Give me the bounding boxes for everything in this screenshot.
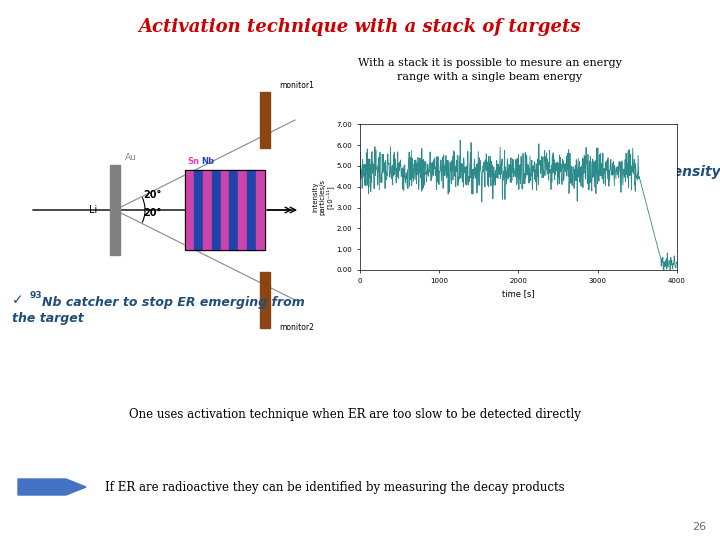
Bar [238,170,247,250]
Bar [247,170,256,250]
Y-axis label: intensity
particles/s
[10⁻¹¹]: intensity particles/s [10⁻¹¹] [312,179,334,215]
Bar [260,92,270,148]
Text: Li: Li [89,205,97,215]
Text: the target: the target [12,312,84,325]
Text: monitor2: monitor2 [279,323,314,332]
Text: Nb: Nb [201,157,214,166]
FancyArrow shape [18,479,86,495]
Text: Au: Au [125,153,137,162]
Text: With a stack it is possible to mesure an energy: With a stack it is possible to mesure an… [358,58,622,68]
Text: Activation technique with a stack of targets: Activation technique with a stack of tar… [139,18,581,36]
X-axis label: time [s]: time [s] [502,289,535,298]
Text: 20°: 20° [143,208,161,218]
Text: Nb catcher to stop ER emerging from: Nb catcher to stop ER emerging from [42,296,305,309]
Bar [194,170,203,250]
Bar [185,170,265,250]
Text: monitor1: monitor1 [279,81,314,90]
Bar [185,170,265,250]
Bar [110,165,120,255]
Text: ✓: ✓ [12,293,24,307]
Bar [260,272,270,328]
Text: one needs to monitor the beam intensity: one needs to monitor the beam intensity [400,165,720,179]
Bar [203,170,212,250]
Bar [212,170,220,250]
Bar [185,170,194,250]
Bar [230,170,238,250]
Text: 26: 26 [692,522,706,532]
Text: Sn: Sn [187,157,199,166]
Bar [256,170,265,250]
Text: as a function of time: as a function of time [440,180,602,194]
Bar [220,170,230,250]
Text: ✓: ✓ [378,165,392,183]
Text: If ER are radioactive they can be identified by measuring the decay products: If ER are radioactive they can be identi… [105,481,564,494]
Text: 20°: 20° [143,190,161,200]
Text: range with a single beam energy: range with a single beam energy [397,72,582,82]
Text: 93: 93 [30,291,42,300]
Text: One uses activation technique when ER are too slow to be detected directly: One uses activation technique when ER ar… [129,408,581,421]
